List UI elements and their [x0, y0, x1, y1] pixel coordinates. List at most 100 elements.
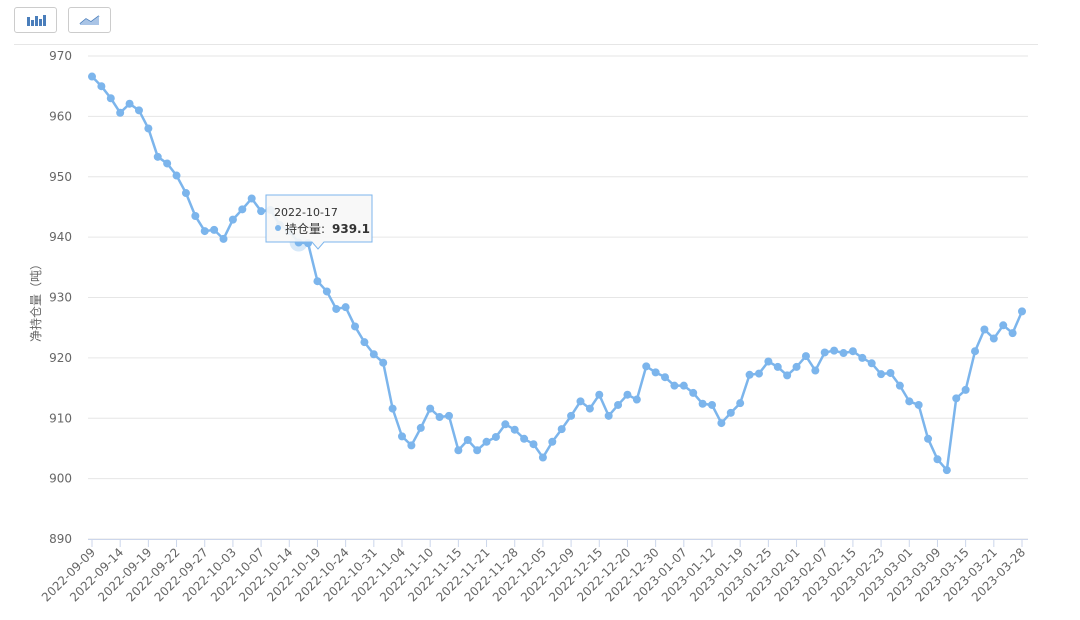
data-point: [398, 432, 406, 441]
y-tick-label: 900: [49, 472, 72, 486]
data-point: [501, 420, 510, 429]
data-point: [567, 411, 576, 420]
data-point: [924, 434, 933, 443]
line-chart-button[interactable]: [68, 7, 111, 33]
line-icon: [79, 15, 100, 25]
data-point: [989, 334, 998, 343]
data-point: [952, 394, 961, 403]
tooltip-label: 持仓量:: [285, 221, 325, 236]
data-point: [830, 346, 839, 355]
data-point: [322, 287, 331, 296]
data-point: [999, 321, 1008, 330]
data-point: [839, 349, 848, 358]
bar-icon: [27, 15, 46, 26]
data-point: [895, 381, 904, 390]
data-point: [463, 435, 472, 444]
data-point: [116, 108, 125, 117]
data-point: [726, 408, 735, 417]
data-point: [754, 369, 763, 378]
y-axis-title: 净持仓量（吨）: [28, 258, 43, 342]
data-point: [491, 432, 500, 441]
data-point: [886, 368, 895, 377]
data-point: [144, 124, 153, 133]
data-point: [632, 395, 641, 404]
data-point: [792, 362, 801, 371]
data-point: [510, 425, 519, 434]
data-point: [379, 358, 388, 367]
data-point: [313, 277, 322, 286]
data-point: [388, 404, 397, 413]
data-point: [97, 82, 106, 91]
data-point: [369, 350, 378, 359]
data-point: [538, 453, 547, 462]
data-point: [106, 94, 115, 103]
data-point: [332, 304, 341, 313]
data-point: [689, 388, 698, 397]
data-point: [679, 381, 688, 390]
data-point: [783, 371, 792, 380]
tooltip-value: 939.1: [332, 222, 370, 236]
data-point: [961, 385, 970, 394]
toolbar-divider: [14, 44, 1038, 45]
data-point: [191, 211, 200, 220]
data-point: [858, 353, 867, 362]
data-point: [773, 362, 782, 371]
y-tick-label: 890: [49, 532, 72, 546]
y-tick-label: 920: [49, 351, 72, 365]
data-point: [454, 446, 463, 455]
data-point: [351, 322, 360, 331]
data-point: [708, 400, 716, 409]
data-point: [407, 441, 416, 450]
data-point: [717, 419, 726, 428]
data-point: [604, 411, 613, 420]
data-point: [520, 434, 529, 443]
data-point: [942, 466, 951, 475]
data-point: [219, 234, 228, 243]
data-point: [745, 370, 754, 379]
data-point: [614, 400, 623, 409]
data-point: [444, 411, 453, 420]
data-point: [200, 227, 209, 236]
data-point: [548, 437, 557, 446]
data-point: [576, 397, 585, 406]
data-point: [360, 338, 369, 347]
y-tick-label: 970: [49, 49, 72, 63]
data-point: [473, 446, 482, 455]
data-point: [933, 455, 942, 464]
data-point: [529, 440, 538, 449]
bar-chart-button[interactable]: [14, 7, 57, 33]
data-point: [595, 390, 604, 399]
series-line: [91, 75, 1024, 474]
y-tick-label: 930: [49, 291, 72, 305]
data-point: [905, 397, 914, 406]
data-point: [88, 72, 96, 81]
y-tick-label: 940: [49, 230, 72, 244]
data-point: [736, 399, 745, 408]
tooltip-marker: [275, 225, 281, 231]
data-point: [980, 325, 989, 334]
data-point: [867, 359, 876, 368]
data-point: [623, 390, 632, 399]
data-point: [557, 425, 566, 434]
data-point: [247, 194, 256, 203]
data-point: [698, 399, 707, 408]
data-point: [811, 366, 820, 375]
tooltip-date: 2022-10-17: [274, 206, 338, 219]
y-tick-label: 950: [49, 170, 72, 184]
data-point: [341, 303, 350, 312]
data-point: [585, 404, 594, 413]
data-point: [153, 152, 162, 161]
tooltip-box: [265, 194, 373, 250]
data-point: [426, 404, 435, 413]
data-point: [172, 171, 181, 180]
data-point: [642, 362, 651, 371]
data-point: [801, 352, 810, 361]
data-point: [181, 189, 190, 198]
data-point: [416, 423, 425, 432]
data-point: [651, 368, 660, 377]
tooltip: 2022-10-17 持仓量: 939.1: [265, 194, 373, 250]
data-point: [163, 159, 172, 168]
y-tick-label: 910: [49, 411, 72, 425]
